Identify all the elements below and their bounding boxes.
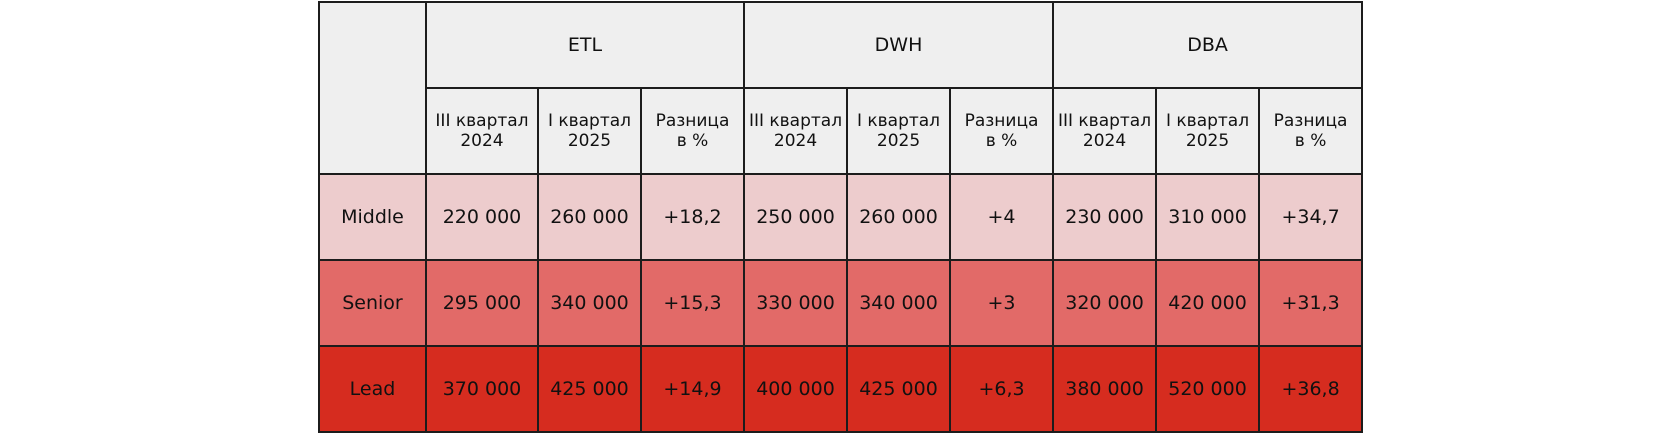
subheader-q1-2025: I квартал 2025 (1155, 87, 1261, 175)
table-cell: +4 (949, 173, 1055, 261)
group-header-dba: DBA (1052, 1, 1364, 89)
subheader-diff: Разница в % (639, 87, 746, 175)
table-cell: 260 000 (846, 173, 952, 261)
group-header-etl: ETL (424, 1, 746, 89)
subheader-diff: Разница в % (1258, 87, 1364, 175)
table-cell: 425 000 (537, 345, 642, 433)
subheader-q3-2024: III квартал 2024 (743, 87, 849, 175)
table-cell: 340 000 (846, 259, 952, 347)
table-cell: +18,2 (639, 173, 746, 261)
corner-cell (318, 1, 427, 175)
table-cell: 230 000 (1052, 173, 1158, 261)
table-cell: 340 000 (537, 259, 642, 347)
table-cell: 220 000 (425, 173, 539, 261)
group-header-row: ETL DWH DBA (318, 1, 1364, 175)
subheader-q1-2025: I квартал 2025 (537, 87, 642, 175)
table-cell: 260 000 (537, 173, 642, 261)
table-cell: 380 000 (1052, 345, 1158, 433)
row-label: Senior (318, 259, 427, 347)
table-cell: 330 000 (743, 259, 849, 347)
table-cell: 425 000 (846, 345, 952, 433)
table-cell: +14,9 (639, 345, 746, 433)
table-row-middle: Middle 220 000 260 000 +18,2 250 000 260… (318, 173, 1364, 261)
table-cell: +31,3 (1258, 259, 1364, 347)
row-label: Lead (318, 345, 427, 433)
table-cell: +6,3 (949, 345, 1055, 433)
table-cell: 320 000 (1052, 259, 1158, 347)
subheader-diff: Разница в % (949, 87, 1055, 175)
subheader-q3-2024: III квартал 2024 (425, 87, 539, 175)
table-cell: 370 000 (425, 345, 539, 433)
table-row-senior: Senior 295 000 340 000 +15,3 330 000 340… (318, 259, 1364, 347)
table-cell: 310 000 (1155, 173, 1261, 261)
row-label: Middle (318, 173, 427, 261)
table-row-lead: Lead 370 000 425 000 +14,9 400 000 425 0… (318, 345, 1364, 433)
table-cell: 295 000 (425, 259, 539, 347)
table-cell: 420 000 (1155, 259, 1261, 347)
subheader-q3-2024: III квартал 2024 (1052, 87, 1158, 175)
table-cell: +36,8 (1258, 345, 1364, 433)
subheader-q1-2025: I квартал 2025 (846, 87, 952, 175)
table-cell: 400 000 (743, 345, 849, 433)
table-cell: +34,7 (1258, 173, 1364, 261)
table-cell: 250 000 (743, 173, 849, 261)
table-cell: 520 000 (1155, 345, 1261, 433)
table-cell: +15,3 (639, 259, 746, 347)
subheader-row: III квартал 2024 I квартал 2025 Разница в %… (319, 87, 1364, 175)
table-cell: +3 (949, 259, 1055, 347)
group-header-dwh: DWH (743, 1, 1055, 89)
salary-table: ETL DWH DBA III квартал 2024 I квартал 202… (318, 1, 1364, 433)
